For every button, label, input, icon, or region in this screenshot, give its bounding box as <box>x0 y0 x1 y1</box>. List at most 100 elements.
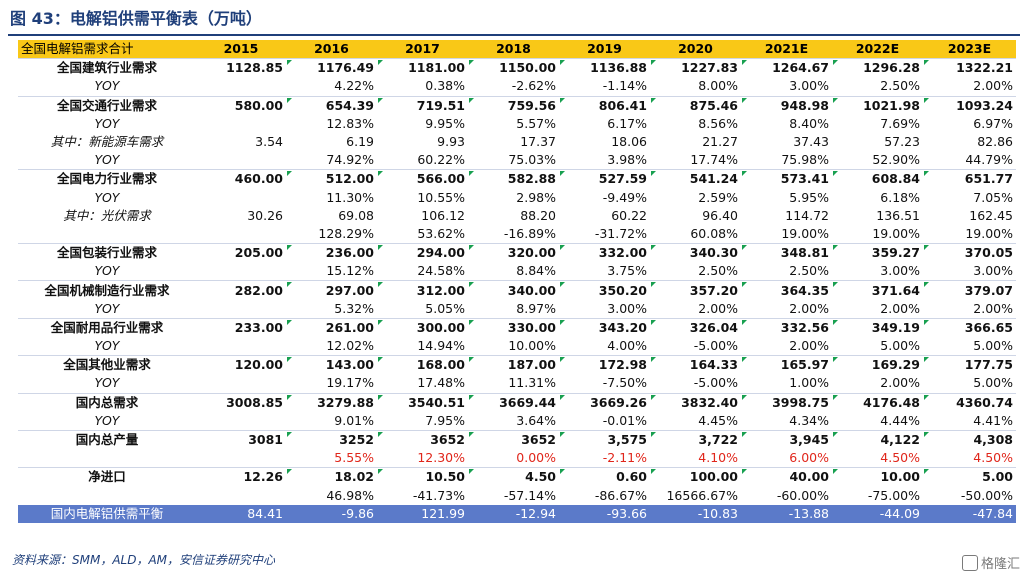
table-cell: -5.00% <box>693 375 738 391</box>
table-row: YOY 15.12% 24.58% 8.84% 3.75% 2.50% 2.50% 3.00%… <box>18 262 1016 281</box>
table-cell: 84.41 <box>196 504 286 523</box>
table-cell: 3.00% <box>880 263 920 279</box>
table-cell: 5.57% <box>516 115 556 131</box>
table-cell: 3.75% <box>607 263 647 279</box>
table-cell: 53.62% <box>417 225 465 241</box>
table-cell: 300.00 <box>377 317 468 337</box>
table-cell: 340.30 <box>650 243 741 263</box>
row-label: 全国耐用品行业需求 <box>18 317 196 337</box>
table-cell: 9.95% <box>425 115 465 131</box>
table-cell: 3.00% <box>789 78 829 94</box>
table-cell: 8.97% <box>516 300 556 316</box>
table-cell: 3.64% <box>516 412 556 428</box>
table-cell: 6.17% <box>607 115 647 131</box>
table-row: YOY 11.30% 10.55% 2.98% -9.49% 2.59% 5.95% 6.18… <box>18 189 1016 207</box>
table-cell: 24.58% <box>417 263 465 279</box>
table-cell: 17.74% <box>690 152 738 168</box>
row-label: YOY <box>94 412 120 428</box>
header-year: 2020 <box>650 40 741 59</box>
table-cell: 205.00 <box>196 243 286 263</box>
table-cell: 100.00 <box>650 467 741 487</box>
table-cell: 12.83% <box>326 115 374 131</box>
table-cell: 3998.75 <box>741 392 832 412</box>
table-cell: 106.12 <box>421 207 465 223</box>
balance-row: 国内电解铝供需平衡 84.41 -9.86 121.99 -12.94 -93.66 -10… <box>18 504 1016 523</box>
table-cell: 177.75 <box>923 355 1016 375</box>
table-cell: -0.01% <box>602 412 647 428</box>
table-cell: 8.40% <box>789 115 829 131</box>
table-cell <box>196 262 286 281</box>
table-cell <box>196 115 286 133</box>
table-cell: 164.33 <box>650 355 741 375</box>
table-cell: 379.07 <box>923 280 1016 300</box>
table-cell: 169.29 <box>832 355 923 375</box>
header-year: 2022E <box>832 40 923 59</box>
row-label: YOY <box>94 300 120 316</box>
table-cell: -75.00% <box>867 487 920 503</box>
table-cell: -16.89% <box>503 225 556 241</box>
watermark-text: 格隆汇 <box>980 557 1020 572</box>
table-cell: -47.84 <box>923 504 1016 523</box>
table-cell: 349.19 <box>832 317 923 337</box>
table-cell: 719.51 <box>377 95 468 115</box>
table-cell: 0.60 <box>559 467 650 487</box>
table-cell: 12.02% <box>326 338 374 354</box>
table-cell: 294.00 <box>377 243 468 263</box>
table-cell: 96.40 <box>702 207 738 223</box>
table-cell: -31.72% <box>594 225 647 241</box>
table-cell: 12.26 <box>196 467 286 487</box>
table-cell: 44.79% <box>965 152 1013 168</box>
header-year: 2021E <box>741 40 832 59</box>
table-row: 其中：新能源车需求 3.54 6.19 9.93 17.37 18.06 21.27 37.4… <box>18 133 1016 151</box>
table-cell: 3.54 <box>255 134 283 150</box>
table-cell: 2.59% <box>698 189 738 205</box>
table-cell: 4176.48 <box>832 392 923 412</box>
row-label: YOY <box>94 115 120 131</box>
table-cell: 370.05 <box>923 243 1016 263</box>
table-cell: 3832.40 <box>650 392 741 412</box>
table-cell: 357.20 <box>650 280 741 300</box>
row-label: 净进口 <box>18 467 196 487</box>
table-cell: -12.94 <box>468 504 559 523</box>
table-cell: 330.00 <box>468 317 559 337</box>
table-cell: 3081 <box>196 429 286 450</box>
table-cell: -10.83 <box>650 504 741 523</box>
table-cell: 5.55% <box>334 450 374 466</box>
table-cell: 18.06 <box>611 134 647 150</box>
table-cell: 120.00 <box>196 355 286 375</box>
table-cell: 4.00% <box>607 338 647 354</box>
table-cell: 1136.88 <box>559 58 650 78</box>
table-cell: 527.59 <box>559 169 650 189</box>
table-cell: 1150.00 <box>468 58 559 78</box>
header-year: 2017 <box>377 40 468 59</box>
table-cell: 1227.83 <box>650 58 741 78</box>
table-cell: 3,945 <box>741 429 832 450</box>
table-cell: 75.03% <box>508 152 556 168</box>
table-cell: 2.00% <box>880 375 920 391</box>
row-label: 国内总产量 <box>18 429 196 450</box>
table-cell: 5.00% <box>880 338 920 354</box>
table-cell: -41.73% <box>412 487 465 503</box>
table-cell <box>196 487 286 505</box>
table-cell: 6.19 <box>346 134 374 150</box>
table-cell: 19.17% <box>326 375 374 391</box>
table-cell: 236.00 <box>286 243 377 263</box>
table-cell: 4.22% <box>334 78 374 94</box>
row-label: YOY <box>94 189 120 205</box>
table-cell: -5.00% <box>693 338 738 354</box>
table-cell: 16566.67% <box>666 487 738 503</box>
table-cell: 512.00 <box>286 169 377 189</box>
row-label: 国内总需求 <box>18 392 196 412</box>
table-cell: 60.08% <box>690 225 738 241</box>
table-cell: 1322.21 <box>923 58 1016 78</box>
table-header-row: 全国电解铝需求合计 2015 2016 2017 2018 2019 2020 2021E 20… <box>18 40 1016 59</box>
table-cell: 4.41% <box>973 412 1013 428</box>
table-cell: 162.45 <box>969 207 1013 223</box>
table-cell: 1.00% <box>789 375 829 391</box>
table-cell: 3.00% <box>607 300 647 316</box>
header-year: 2018 <box>468 40 559 59</box>
table-row: 国内总需求 3008.85 3279.88 3540.51 3669.44 3669.26… <box>18 392 1016 412</box>
table-cell: 350.20 <box>559 280 650 300</box>
watermark-logo-icon <box>961 555 978 571</box>
table-row: YOY 74.92% 60.22% 75.03% 3.98% 17.74% 75.98% 52… <box>18 151 1016 170</box>
